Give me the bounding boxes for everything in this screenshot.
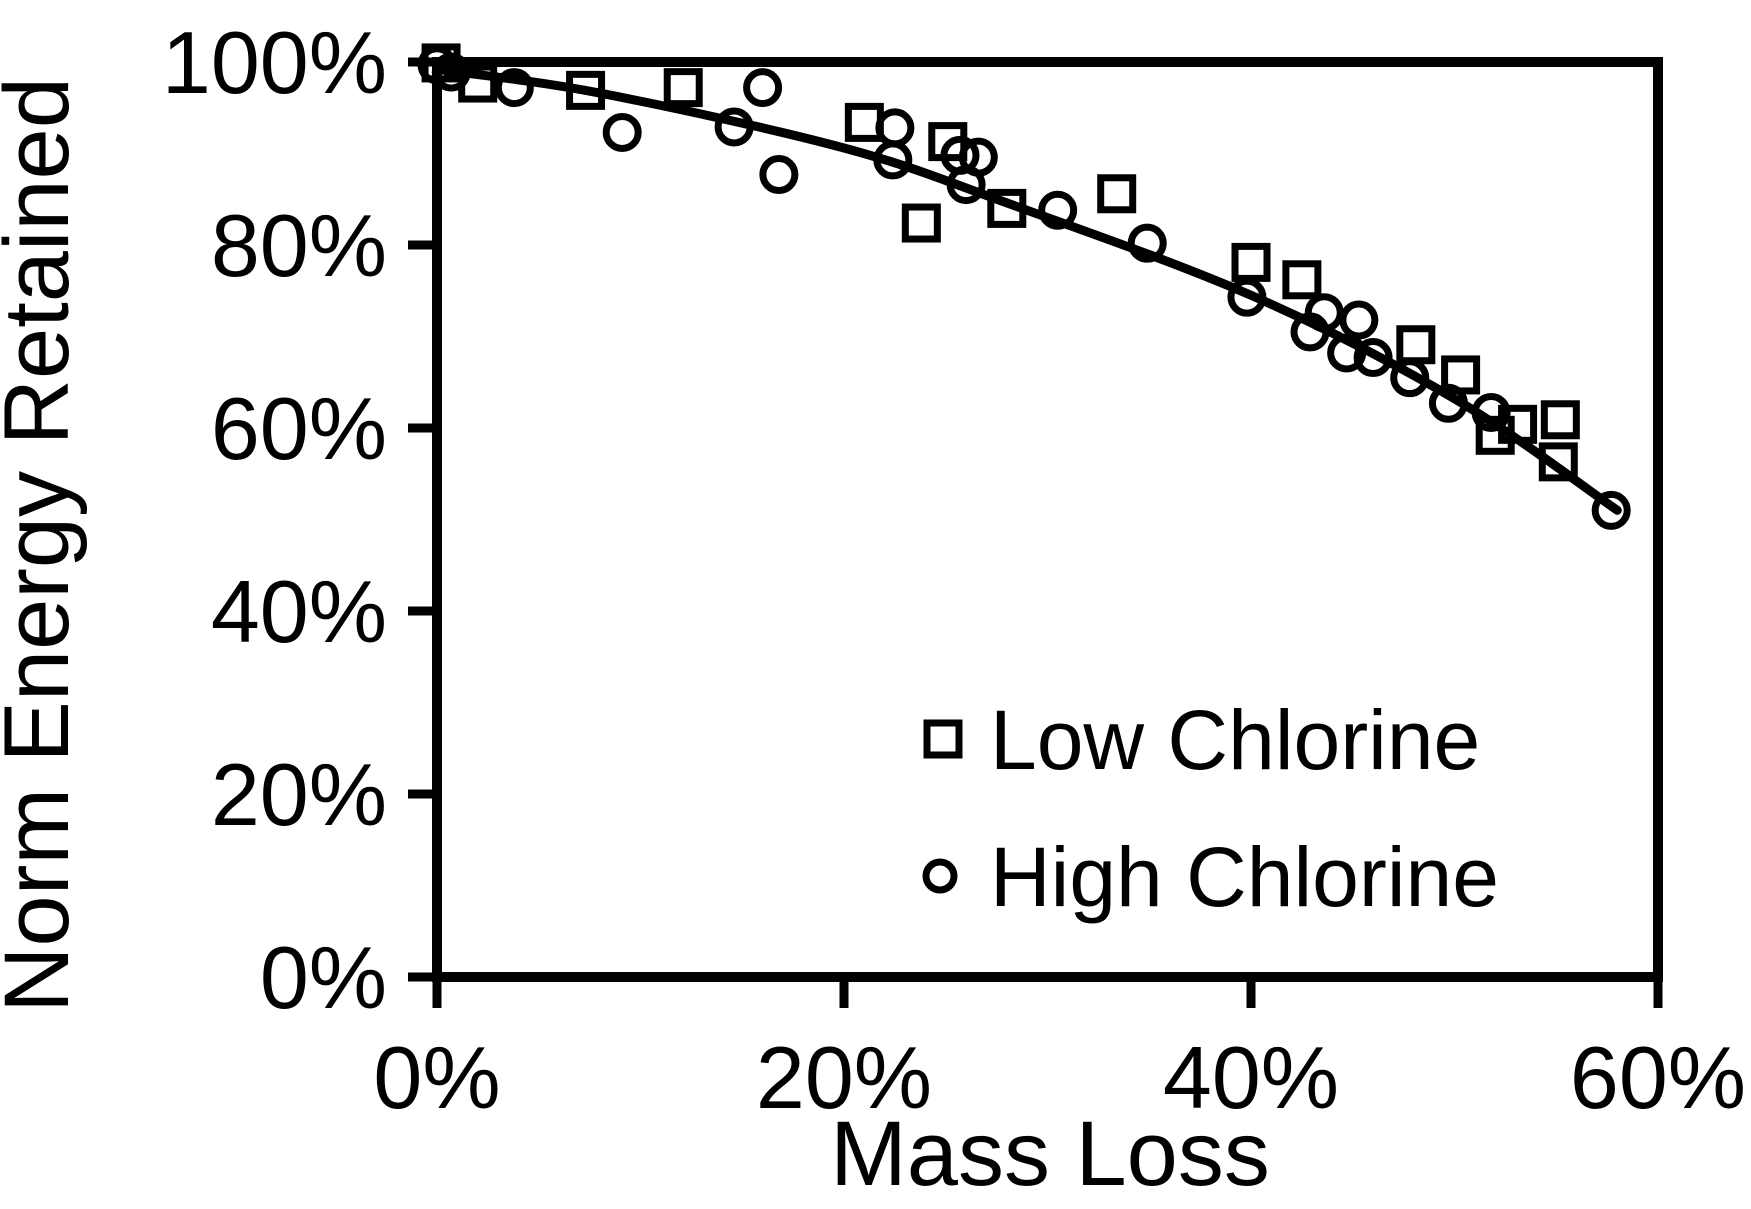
axis-ticks xyxy=(408,57,1663,1008)
data-point-square xyxy=(901,203,941,243)
data-point-square xyxy=(1540,400,1580,440)
data-point-circle xyxy=(875,108,915,148)
y-tick-label: 100% xyxy=(162,13,387,112)
data-point-square xyxy=(1475,415,1515,455)
y-tick-label: 60% xyxy=(211,379,387,478)
data-point-square xyxy=(987,188,1027,228)
data-point-circle xyxy=(1227,277,1267,317)
data-point-circle xyxy=(1471,392,1511,432)
legend-square-marker xyxy=(923,719,963,759)
data-point-circle xyxy=(743,68,783,108)
data-point-square xyxy=(1097,174,1137,214)
data-point-square xyxy=(1282,260,1322,300)
data-point-circle xyxy=(431,52,471,92)
data-point-circle xyxy=(1353,338,1393,378)
y-axis-title: Norm Energy Retained xyxy=(0,77,88,1013)
data-point-circle xyxy=(1591,490,1631,530)
data-point-circle xyxy=(714,107,754,147)
data-point-circle xyxy=(1390,358,1430,398)
data-point-square xyxy=(844,102,884,142)
x-tick-label: 0% xyxy=(373,1028,500,1127)
axes xyxy=(432,57,1663,982)
data-point-circle xyxy=(946,165,986,205)
data-point-circle xyxy=(494,68,534,108)
x-tick-label: 40% xyxy=(1163,1028,1339,1127)
data-point-circle xyxy=(602,112,642,152)
y-tick-label: 20% xyxy=(211,745,387,844)
data-point-square xyxy=(1538,442,1578,482)
tick-labels: 0% 20% 40% 60% 80% 100% 0% 20% 40% 60% xyxy=(162,13,1746,1127)
x-tick-label: 60% xyxy=(1570,1028,1746,1127)
legend-label-high-chlorine: High Chlorine xyxy=(990,830,1499,924)
data-point-circle xyxy=(1327,333,1367,373)
data-point-circle xyxy=(1428,383,1468,423)
data-point-circle xyxy=(759,155,799,195)
data-point-circle xyxy=(1127,223,1167,263)
data-point-square xyxy=(566,70,606,110)
plot-frame xyxy=(432,57,1663,982)
series-low-chlorine xyxy=(421,43,1580,482)
data-point-circle xyxy=(1339,300,1379,340)
series-high-chlorine xyxy=(417,45,1631,530)
data-point-square xyxy=(1396,325,1436,365)
data-point-circle xyxy=(1038,190,1078,230)
y-tick-label: 40% xyxy=(211,562,387,661)
y-tick-label: 0% xyxy=(260,928,387,1027)
y-tick-label: 80% xyxy=(211,196,387,295)
legend-circle-marker xyxy=(922,858,958,894)
data-point-circle xyxy=(1304,293,1344,333)
legend: Low Chlorine High Chlorine xyxy=(922,693,1499,924)
x-axis-title: Mass Loss xyxy=(830,1103,1270,1205)
x-tick-label: 20% xyxy=(756,1028,932,1127)
data-point-square xyxy=(663,68,703,108)
legend-label-low-chlorine: Low Chlorine xyxy=(990,693,1480,787)
trend-line xyxy=(432,64,1622,515)
data-point-square xyxy=(1231,242,1271,282)
